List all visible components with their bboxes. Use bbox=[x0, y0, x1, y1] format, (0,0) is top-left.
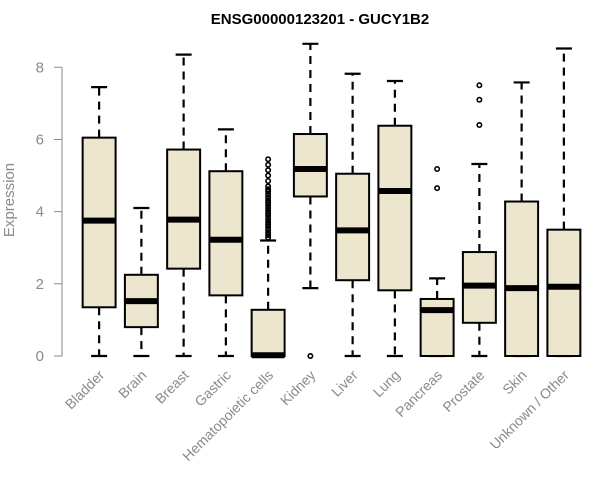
x-tick-label: Skin bbox=[499, 367, 530, 398]
chart-title: ENSG00000123201 - GUCY1B2 bbox=[211, 11, 429, 28]
x-tick-label: Lung bbox=[370, 367, 403, 400]
y-tick-label: 2 bbox=[36, 276, 44, 293]
outlier-point bbox=[476, 82, 483, 89]
outlier-point bbox=[265, 183, 272, 190]
iqr-box bbox=[377, 124, 413, 292]
outlier-point bbox=[265, 186, 272, 193]
box-brain bbox=[123, 206, 159, 358]
y-axis: 0 2 4 6 8 bbox=[36, 59, 63, 365]
outlier-point bbox=[265, 197, 272, 204]
iqr-box bbox=[546, 228, 582, 357]
x-tick-label: Liver bbox=[328, 367, 361, 400]
y-axis-label: Expression bbox=[1, 163, 18, 237]
x-tick-label: Prostate bbox=[439, 367, 487, 415]
x-tick-label: Bladder bbox=[62, 367, 108, 413]
outlier-point bbox=[265, 205, 272, 212]
x-tick-label: Pancreas bbox=[392, 367, 445, 420]
outlier-point bbox=[265, 156, 272, 163]
y-tick-label: 6 bbox=[36, 131, 44, 148]
outlier-point bbox=[265, 167, 272, 174]
outlier-point bbox=[265, 210, 272, 217]
iqr-box bbox=[504, 200, 540, 357]
outlier-point bbox=[265, 199, 272, 206]
box-kidney bbox=[292, 42, 328, 359]
y-tick-label: 0 bbox=[36, 348, 44, 365]
box-lung bbox=[377, 79, 413, 358]
outlier-point bbox=[434, 166, 441, 173]
outlier-point bbox=[265, 172, 272, 179]
outlier-point bbox=[265, 226, 272, 233]
x-tick-label: Brain bbox=[115, 367, 149, 401]
box-pancreas bbox=[419, 166, 455, 358]
outlier-point bbox=[476, 96, 483, 103]
x-tick-label: Unknown / Other bbox=[486, 367, 572, 453]
outlier-point bbox=[265, 218, 272, 225]
iqr-box bbox=[250, 308, 286, 358]
boxes-group bbox=[81, 42, 582, 359]
iqr-box bbox=[335, 172, 371, 282]
outlier-point bbox=[265, 215, 272, 222]
outlier-point bbox=[265, 177, 272, 184]
iqr-box bbox=[292, 133, 328, 198]
outlier-point bbox=[265, 207, 272, 214]
outlier-point bbox=[476, 122, 483, 129]
box-skin bbox=[504, 81, 540, 358]
box-bladder bbox=[81, 86, 117, 358]
box-liver bbox=[335, 72, 371, 358]
y-tick-label: 8 bbox=[36, 59, 44, 76]
box-breast bbox=[166, 53, 202, 358]
outlier-point bbox=[265, 194, 272, 201]
outlier-point bbox=[265, 229, 272, 236]
outlier-point bbox=[265, 232, 272, 239]
iqr-box bbox=[208, 170, 244, 297]
box-unknown-other bbox=[546, 47, 582, 358]
y-tick-label: 4 bbox=[36, 204, 44, 221]
iqr-box bbox=[166, 148, 202, 270]
outlier-point bbox=[265, 221, 272, 228]
outlier-point bbox=[265, 161, 272, 168]
outlier-point bbox=[434, 185, 441, 192]
outlier-point bbox=[307, 352, 314, 359]
box-hematopoietic-cells bbox=[250, 156, 286, 359]
x-tick-label: Kidney bbox=[277, 367, 319, 409]
x-tick-label: Breast bbox=[152, 367, 192, 407]
box-gastric bbox=[208, 128, 244, 358]
box-prostate bbox=[461, 82, 497, 358]
